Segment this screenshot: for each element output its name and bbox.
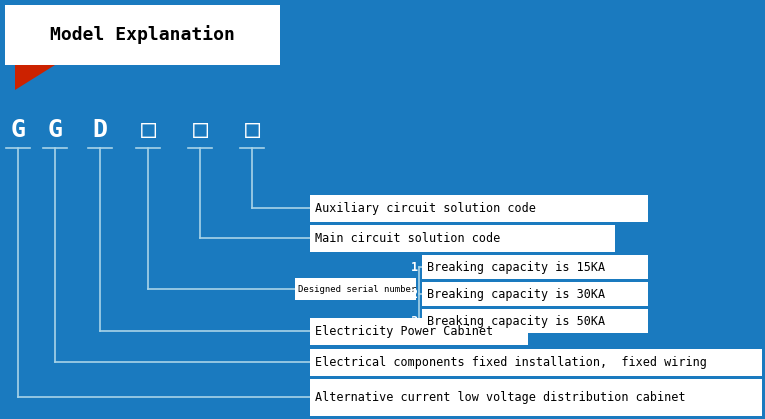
Bar (422, 309, 648, 333)
Bar (310, 349, 762, 376)
Text: 2: 2 (411, 287, 418, 300)
Text: 3: 3 (411, 315, 418, 328)
Text: □: □ (141, 118, 155, 142)
Bar (310, 379, 762, 416)
Text: Breaking capacity is 50KA: Breaking capacity is 50KA (427, 315, 605, 328)
Text: Alternative current low voltage distribution cabinet: Alternative current low voltage distribu… (315, 391, 685, 404)
Text: G: G (11, 118, 25, 142)
Text: Breaking capacity is 30KA: Breaking capacity is 30KA (427, 287, 605, 300)
Text: Electrical components fixed installation,  fixed wiring: Electrical components fixed installation… (315, 356, 707, 369)
Text: Main circuit solution code: Main circuit solution code (315, 232, 500, 245)
Text: □: □ (193, 118, 207, 142)
Text: 1: 1 (411, 261, 418, 274)
Bar (310, 195, 648, 222)
Bar (310, 318, 528, 345)
Bar (422, 255, 648, 279)
Bar (5, 5, 280, 65)
Text: Model Explanation: Model Explanation (50, 26, 235, 44)
Polygon shape (15, 65, 55, 90)
Text: D: D (93, 118, 108, 142)
Bar (422, 282, 648, 306)
Text: G: G (47, 118, 63, 142)
Text: Designed serial number: Designed serial number (298, 285, 416, 293)
Text: Auxiliary circuit solution code: Auxiliary circuit solution code (315, 202, 536, 215)
Text: □: □ (245, 118, 259, 142)
Bar (295, 278, 416, 300)
Text: Breaking capacity is 15KA: Breaking capacity is 15KA (427, 261, 605, 274)
Bar (310, 225, 615, 252)
Text: Electricity Power Cabinet: Electricity Power Cabinet (315, 325, 493, 338)
